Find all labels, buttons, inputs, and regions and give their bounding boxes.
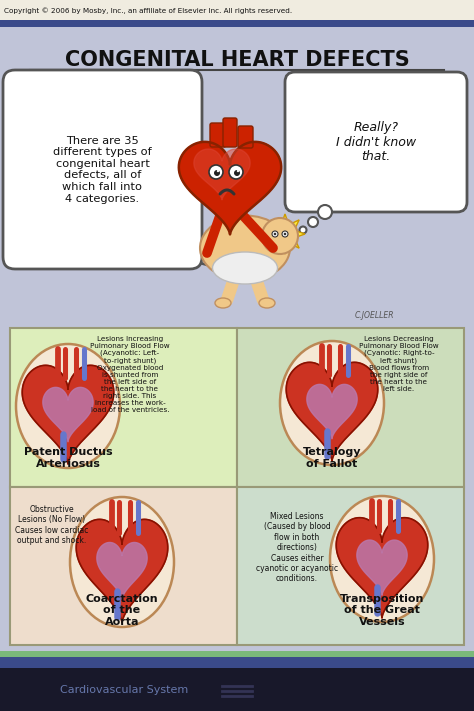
Polygon shape	[97, 542, 147, 599]
Ellipse shape	[212, 252, 277, 284]
FancyBboxPatch shape	[0, 0, 474, 20]
Polygon shape	[22, 365, 114, 464]
Polygon shape	[160, 232, 215, 267]
Polygon shape	[265, 214, 305, 254]
Ellipse shape	[215, 298, 231, 308]
FancyBboxPatch shape	[237, 487, 464, 645]
Text: Tetralogy
of Fallot: Tetralogy of Fallot	[303, 447, 361, 469]
Text: Copyright © 2006 by Mosby, Inc., an affiliate of Elsevier Inc. All rights reserv: Copyright © 2006 by Mosby, Inc., an affi…	[4, 7, 292, 14]
FancyBboxPatch shape	[0, 657, 474, 668]
Text: There are 35
different types of
congenital heart
defects, all of
which fall into: There are 35 different types of congenit…	[53, 136, 152, 203]
Ellipse shape	[16, 344, 120, 468]
FancyBboxPatch shape	[238, 126, 253, 148]
FancyBboxPatch shape	[223, 118, 237, 147]
FancyBboxPatch shape	[0, 651, 474, 657]
Polygon shape	[76, 519, 168, 623]
Text: Patent Ductus
Arteriosus: Patent Ductus Arteriosus	[24, 447, 112, 469]
Polygon shape	[286, 363, 378, 461]
Circle shape	[229, 165, 243, 179]
Circle shape	[209, 165, 223, 179]
Text: C.JOELLER: C.JOELLER	[355, 311, 394, 320]
Circle shape	[308, 217, 318, 227]
Circle shape	[284, 232, 286, 235]
Polygon shape	[336, 518, 428, 618]
Text: Cardiovascular System: Cardiovascular System	[60, 685, 188, 695]
FancyBboxPatch shape	[285, 72, 467, 212]
Text: Coarctation
of the
Aorta: Coarctation of the Aorta	[86, 594, 158, 627]
Circle shape	[237, 170, 239, 172]
Polygon shape	[194, 149, 250, 200]
Circle shape	[282, 231, 288, 237]
FancyBboxPatch shape	[210, 123, 226, 147]
Text: Really?
I didn't know
that.: Really? I didn't know that.	[336, 120, 416, 164]
Circle shape	[234, 170, 240, 176]
Ellipse shape	[280, 341, 384, 465]
Polygon shape	[357, 540, 407, 595]
FancyBboxPatch shape	[0, 27, 474, 651]
FancyBboxPatch shape	[3, 70, 202, 269]
FancyBboxPatch shape	[0, 668, 474, 711]
FancyBboxPatch shape	[10, 487, 237, 645]
Text: Obstructive
Lesions (No Flow)
Causes low cardiac
output and shock.: Obstructive Lesions (No Flow) Causes low…	[15, 505, 89, 545]
FancyBboxPatch shape	[0, 20, 474, 27]
Circle shape	[272, 231, 278, 237]
Ellipse shape	[200, 215, 290, 281]
Polygon shape	[179, 142, 281, 235]
Text: Lesions Decreasing
Pulmonary Blood Flow
(Cyanotic: Right-to-
left shunt)
Blood f: Lesions Decreasing Pulmonary Blood Flow …	[359, 336, 439, 392]
FancyBboxPatch shape	[237, 328, 464, 487]
Circle shape	[300, 227, 307, 233]
Circle shape	[318, 205, 332, 219]
Circle shape	[273, 232, 276, 235]
Text: Lesions Increasing
Pulmonary Blood Flow
(Acyanotic: Left-
to-right shunt)
Oxygen: Lesions Increasing Pulmonary Blood Flow …	[90, 336, 170, 413]
Ellipse shape	[70, 497, 174, 627]
Circle shape	[217, 170, 219, 172]
Polygon shape	[307, 385, 357, 439]
Text: Transposition
of the Great
Vessels: Transposition of the Great Vessels	[340, 594, 424, 627]
Circle shape	[214, 170, 220, 176]
Text: CONGENITAL HEART DEFECTS: CONGENITAL HEART DEFECTS	[64, 50, 410, 70]
Text: Mixed Lesions
(Caused by blood
flow in both
directions)
Causes either
cyanotic o: Mixed Lesions (Caused by blood flow in b…	[256, 512, 338, 584]
Ellipse shape	[259, 298, 275, 308]
Ellipse shape	[330, 496, 434, 622]
Circle shape	[262, 218, 298, 254]
Polygon shape	[43, 387, 93, 442]
FancyBboxPatch shape	[10, 328, 237, 487]
